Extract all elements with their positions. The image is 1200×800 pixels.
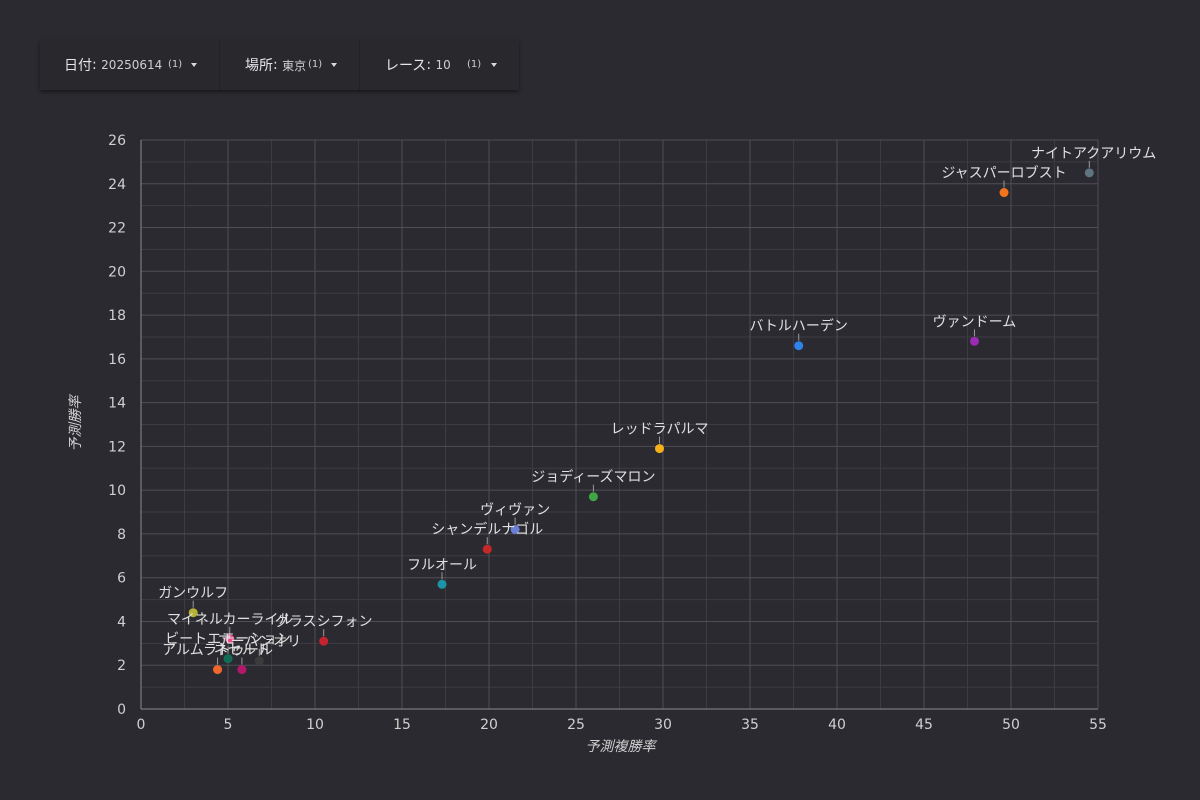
- data-point[interactable]: レッドラパルマ: [611, 422, 709, 454]
- point-marker[interactable]: [319, 636, 329, 646]
- x-tick-label: 40: [828, 717, 846, 733]
- point-label: バトルハーデン: [750, 318, 848, 335]
- data-point[interactable]: アーバンオリ: [217, 634, 301, 666]
- point-marker[interactable]: [254, 656, 264, 666]
- point-marker[interactable]: [999, 188, 1009, 198]
- caret-down-icon: [331, 63, 337, 67]
- x-tick-label: 25: [567, 717, 585, 733]
- point-marker[interactable]: [223, 654, 233, 664]
- point-marker[interactable]: [225, 634, 235, 644]
- caret-down-icon: [491, 63, 497, 67]
- point-marker[interactable]: [510, 525, 520, 535]
- x-tick-label: 50: [1002, 717, 1020, 733]
- place-filter-count: (1): [308, 59, 323, 70]
- data-point[interactable]: ジョディーズマロン: [531, 469, 656, 502]
- y-tick-label: 4: [117, 614, 126, 630]
- x-tick-label: 5: [224, 717, 233, 733]
- place-filter-value: 東京: [282, 58, 307, 73]
- y-tick-label: 22: [108, 221, 126, 237]
- data-point[interactable]: ナイトアクアリウム: [1031, 146, 1156, 178]
- point-label: ヴァンドーム: [933, 313, 1017, 330]
- race-filter-label: レース: [385, 58, 427, 74]
- data-point[interactable]: マイネルカーライル: [167, 612, 293, 644]
- date-filter-label: 日付: [64, 58, 92, 74]
- point-marker[interactable]: [1084, 168, 1094, 178]
- race-filter-value: 10: [435, 58, 451, 72]
- y-tick-label: 16: [108, 352, 126, 368]
- point-marker[interactable]: [482, 544, 492, 554]
- y-tick-label: 0: [117, 702, 126, 718]
- x-tick-label: 35: [741, 717, 759, 733]
- point-marker[interactable]: [655, 444, 665, 454]
- point-label: グラスシフォン: [275, 614, 373, 630]
- x-axis-title: 予測複勝率: [586, 739, 658, 755]
- y-tick-label: 2: [117, 658, 126, 674]
- y-tick-label: 20: [108, 264, 126, 280]
- filter-bar: 日付: 20250614 (1) 場所: 東京 (1) レース: 10 (1): [40, 40, 519, 90]
- data-point[interactable]: ガンウルフ: [158, 586, 228, 618]
- y-tick-label: 12: [108, 439, 126, 455]
- x-tick-label: 20: [480, 717, 498, 733]
- point-label: ジョディーズマロン: [531, 469, 655, 486]
- point-label: マイネルカーライル: [167, 612, 293, 628]
- y-tick-label: 10: [108, 483, 126, 499]
- x-tick-label: 10: [306, 717, 324, 733]
- x-tick-label: 30: [654, 717, 672, 733]
- data-point[interactable]: グラスシフォン: [275, 614, 373, 646]
- x-tick-label: 0: [137, 717, 146, 733]
- point-label: レッドラパルマ: [611, 422, 709, 438]
- point-label: ジャスパーロブスト: [941, 165, 1066, 182]
- point-marker[interactable]: [794, 341, 804, 351]
- point-label: アルムラトゥール: [162, 643, 273, 659]
- data-point[interactable]: ヴァンドーム: [933, 313, 1017, 346]
- point-label: フルオール: [407, 557, 477, 573]
- y-tick-label: 18: [108, 308, 126, 324]
- data-point[interactable]: ビートエモーション: [165, 632, 291, 664]
- point-label: アーバンオリ: [217, 634, 301, 650]
- date-filter[interactable]: 日付: 20250614 (1): [40, 40, 220, 90]
- data-point[interactable]: ネセルト: [214, 643, 270, 675]
- point-marker[interactable]: [969, 336, 979, 346]
- point-label: ガンウルフ: [158, 586, 228, 602]
- y-tick-label: 26: [108, 133, 126, 149]
- data-point[interactable]: ジャスパーロブスト: [941, 165, 1067, 198]
- data-point[interactable]: フルオール: [407, 557, 477, 589]
- point-marker[interactable]: [237, 665, 247, 675]
- data-point[interactable]: ヴィヴァン: [480, 502, 550, 535]
- data-point[interactable]: バトルハーデン: [750, 318, 848, 351]
- point-label: シャンデルナゴル: [431, 521, 543, 538]
- y-tick-label: 6: [117, 571, 126, 587]
- date-filter-count: (1): [168, 59, 183, 70]
- caret-down-icon: [191, 63, 197, 67]
- place-filter-label: 場所: [245, 58, 273, 74]
- point-label: ビートエモーション: [165, 632, 291, 648]
- point-label: ネセルト: [214, 643, 270, 659]
- point-marker[interactable]: [188, 608, 198, 618]
- point-marker[interactable]: [437, 579, 447, 589]
- race-filter-count: (1): [467, 59, 482, 70]
- x-tick-label: 15: [393, 717, 411, 733]
- point-label: ナイトアクアリウム: [1031, 146, 1156, 162]
- place-filter[interactable]: 場所: 東京 (1): [220, 40, 360, 90]
- x-tick-label: 55: [1089, 717, 1107, 733]
- data-point[interactable]: アルムラトゥール: [162, 643, 273, 675]
- date-filter-value: 20250614: [101, 58, 163, 72]
- y-tick-label: 14: [108, 396, 126, 412]
- y-axis-title: 予測勝率: [68, 394, 84, 452]
- point-marker[interactable]: [213, 665, 223, 675]
- y-tick-label: 8: [117, 527, 126, 543]
- race-filter[interactable]: レース: 10 (1): [360, 40, 519, 90]
- point-label: ヴィヴァン: [480, 502, 550, 519]
- data-point[interactable]: シャンデルナゴル: [431, 521, 543, 554]
- point-marker[interactable]: [588, 492, 598, 502]
- y-tick-label: 24: [108, 177, 126, 193]
- x-tick-label: 45: [915, 717, 933, 733]
